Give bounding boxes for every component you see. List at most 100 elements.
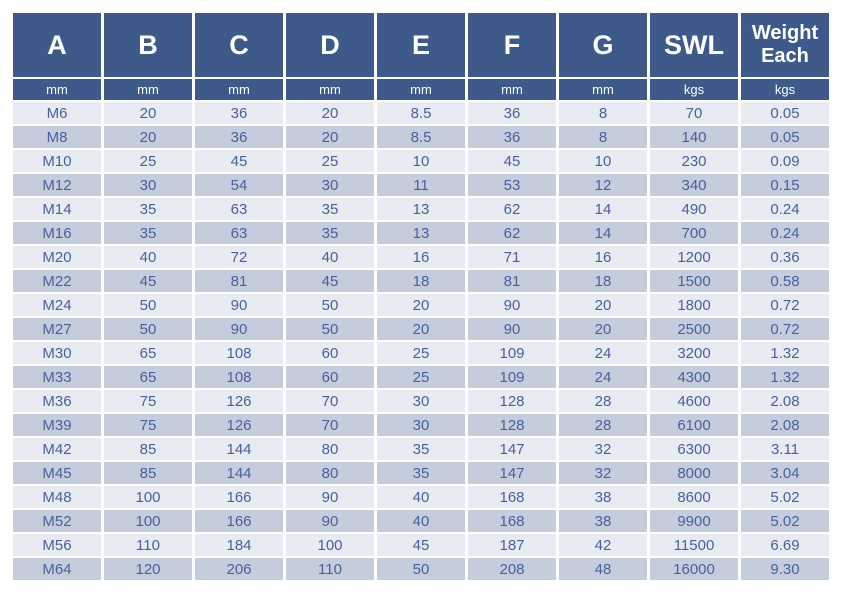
- value-cell: 4600: [650, 390, 738, 412]
- value-cell: 90: [195, 294, 283, 316]
- value-cell: 12: [559, 174, 647, 196]
- size-cell: M24: [13, 294, 101, 316]
- value-cell: 3200: [650, 342, 738, 364]
- column-header-e: E: [377, 13, 465, 77]
- value-cell: 35: [377, 462, 465, 484]
- value-cell: 166: [195, 510, 283, 532]
- value-cell: 40: [377, 486, 465, 508]
- size-cell: M36: [13, 390, 101, 412]
- value-cell: 14: [559, 198, 647, 220]
- column-header-swl: SWL: [650, 13, 738, 77]
- value-cell: 75: [104, 414, 192, 436]
- value-cell: 80: [286, 462, 374, 484]
- value-cell: 0.05: [741, 126, 829, 148]
- column-header-row: A B C D E F G SWL Weight Each: [13, 13, 829, 77]
- value-cell: 42: [559, 534, 647, 556]
- table-row-m27: M27 50 90 50 20 90 20 2500 0.72: [13, 318, 829, 340]
- table-row-m16: M16 35 63 35 13 62 14 700 0.24: [13, 222, 829, 244]
- value-cell: 45: [104, 270, 192, 292]
- value-cell: 109: [468, 342, 556, 364]
- unit-header-2: mm: [195, 79, 283, 100]
- value-cell: 63: [195, 198, 283, 220]
- size-cell: M64: [13, 558, 101, 580]
- value-cell: 50: [104, 318, 192, 340]
- column-header-c: C: [195, 13, 283, 77]
- value-cell: 25: [104, 150, 192, 172]
- value-cell: 90: [195, 318, 283, 340]
- value-cell: 25: [377, 366, 465, 388]
- value-cell: 25: [377, 342, 465, 364]
- value-cell: 126: [195, 414, 283, 436]
- value-cell: 120: [104, 558, 192, 580]
- value-cell: 8.5: [377, 102, 465, 124]
- value-cell: 80: [286, 438, 374, 460]
- value-cell: 65: [104, 366, 192, 388]
- size-cell: M27: [13, 318, 101, 340]
- value-cell: 63: [195, 222, 283, 244]
- size-cell: M14: [13, 198, 101, 220]
- value-cell: 8: [559, 102, 647, 124]
- table-row-m52: M52 100 166 90 40 168 38 9900 5.02: [13, 510, 829, 532]
- table-row-m20: M20 40 72 40 16 71 16 1200 0.36: [13, 246, 829, 268]
- value-cell: 14: [559, 222, 647, 244]
- size-cell: M42: [13, 438, 101, 460]
- value-cell: 85: [104, 438, 192, 460]
- value-cell: 20: [286, 102, 374, 124]
- value-cell: 35: [377, 438, 465, 460]
- value-cell: 1200: [650, 246, 738, 268]
- value-cell: 60: [286, 366, 374, 388]
- value-cell: 81: [195, 270, 283, 292]
- value-cell: 50: [104, 294, 192, 316]
- value-cell: 40: [377, 510, 465, 532]
- value-cell: 184: [195, 534, 283, 556]
- value-cell: 109: [468, 366, 556, 388]
- value-cell: 35: [104, 222, 192, 244]
- table-row-m22: M22 45 81 45 18 81 18 1500 0.58: [13, 270, 829, 292]
- value-cell: 62: [468, 198, 556, 220]
- unit-header-8: kgs: [741, 79, 829, 100]
- value-cell: 100: [104, 510, 192, 532]
- value-cell: 20: [559, 294, 647, 316]
- value-cell: 230: [650, 150, 738, 172]
- value-cell: 20: [377, 318, 465, 340]
- value-cell: 32: [559, 438, 647, 460]
- value-cell: 24: [559, 342, 647, 364]
- value-cell: 45: [286, 270, 374, 292]
- value-cell: 90: [286, 510, 374, 532]
- value-cell: 700: [650, 222, 738, 244]
- value-cell: 40: [104, 246, 192, 268]
- unit-header-6: mm: [559, 79, 647, 100]
- value-cell: 0.36: [741, 246, 829, 268]
- value-cell: 36: [468, 126, 556, 148]
- value-cell: 100: [104, 486, 192, 508]
- value-cell: 11500: [650, 534, 738, 556]
- value-cell: 70: [650, 102, 738, 124]
- value-cell: 128: [468, 414, 556, 436]
- value-cell: 168: [468, 510, 556, 532]
- value-cell: 0.05: [741, 102, 829, 124]
- unit-header-4: mm: [377, 79, 465, 100]
- value-cell: 62: [468, 222, 556, 244]
- value-cell: 128: [468, 390, 556, 412]
- value-cell: 36: [195, 102, 283, 124]
- size-cell: M6: [13, 102, 101, 124]
- value-cell: 0.58: [741, 270, 829, 292]
- value-cell: 36: [468, 102, 556, 124]
- value-cell: 90: [468, 294, 556, 316]
- value-cell: 50: [286, 294, 374, 316]
- value-cell: 90: [468, 318, 556, 340]
- table-row-m6: M6 20 36 20 8.5 36 8 70 0.05: [13, 102, 829, 124]
- value-cell: 16: [377, 246, 465, 268]
- value-cell: 0.72: [741, 318, 829, 340]
- size-cell: M22: [13, 270, 101, 292]
- value-cell: 72: [195, 246, 283, 268]
- value-cell: 1800: [650, 294, 738, 316]
- value-cell: 9.30: [741, 558, 829, 580]
- value-cell: 2500: [650, 318, 738, 340]
- value-cell: 108: [195, 366, 283, 388]
- value-cell: 13: [377, 198, 465, 220]
- value-cell: 35: [286, 198, 374, 220]
- value-cell: 1.32: [741, 342, 829, 364]
- value-cell: 8.5: [377, 126, 465, 148]
- value-cell: 187: [468, 534, 556, 556]
